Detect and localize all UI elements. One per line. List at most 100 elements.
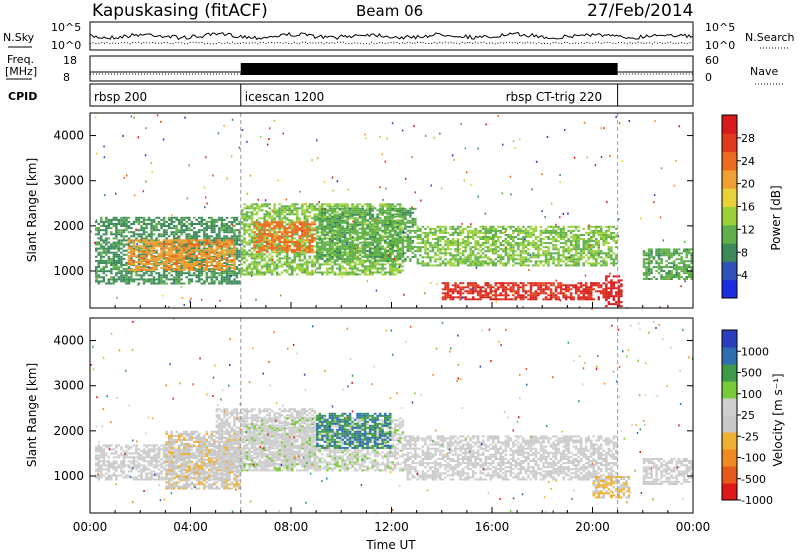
data-cell (386, 261, 389, 264)
data-cell (180, 220, 183, 223)
data-cell (195, 261, 198, 264)
data-cell (253, 249, 256, 252)
data-cell (205, 227, 209, 230)
data-cell (203, 259, 206, 262)
data-cell (361, 265, 364, 268)
data-cell (117, 218, 121, 221)
data-cell (363, 271, 367, 274)
data-cell (562, 227, 565, 230)
data-cell (193, 263, 196, 265)
data-cell (250, 241, 254, 244)
data-cell (554, 225, 558, 228)
data-cell (170, 257, 173, 260)
data-cell (165, 233, 168, 236)
data-cell (188, 247, 191, 250)
data-cell (278, 257, 281, 260)
data-cell (567, 240, 570, 243)
data-cell (547, 258, 550, 261)
data-cell (328, 223, 332, 226)
data-cell (286, 231, 289, 234)
data-cell (205, 257, 209, 260)
data-cell (336, 241, 339, 244)
data-cell (258, 209, 261, 212)
data-cell (569, 260, 573, 263)
data-cell (391, 203, 394, 206)
data-cell (547, 242, 550, 245)
data-cell (110, 278, 113, 281)
data-cell (200, 259, 204, 262)
data-cell (562, 246, 565, 249)
data-cell (504, 264, 508, 267)
data-cell (220, 249, 224, 252)
data-cell (160, 259, 163, 262)
data-cell (431, 231, 435, 234)
data-cell (145, 261, 148, 264)
data-cell (185, 237, 188, 240)
data-cell (439, 236, 442, 238)
data-cell (507, 248, 510, 251)
data-cell (459, 262, 462, 265)
data-cell (396, 243, 399, 246)
data-cell (230, 282, 234, 285)
data-cell (346, 239, 349, 242)
data-cell (210, 247, 214, 250)
data-cell (210, 282, 214, 285)
data-cell (328, 253, 332, 256)
data-cell (343, 243, 347, 246)
data-cell (105, 264, 108, 266)
data-cell (499, 262, 502, 265)
data-cell (326, 247, 329, 250)
data-cell (120, 218, 123, 221)
data-cell (220, 280, 224, 283)
data-cell (386, 223, 389, 226)
data-cell (376, 243, 379, 246)
data-cell (275, 231, 279, 234)
data-cell (361, 259, 364, 262)
data-cell (167, 243, 171, 246)
data-cell (283, 255, 286, 258)
data-cell (233, 237, 236, 240)
data-cell (273, 219, 276, 222)
data-cell (416, 227, 420, 230)
data-cell (444, 229, 447, 232)
data-cell (358, 231, 362, 234)
data-cell (419, 262, 422, 265)
data-cell (137, 257, 141, 260)
data-cell (270, 217, 274, 220)
data-cell (569, 256, 573, 259)
data-cell (147, 259, 151, 262)
data-cell (381, 221, 384, 224)
data-cell (150, 257, 153, 260)
data-cell (298, 269, 301, 272)
data-cell (188, 229, 191, 232)
data-cell (348, 249, 352, 252)
data-cell (373, 225, 377, 228)
data-cell (366, 255, 369, 258)
data-cell (381, 255, 384, 258)
data-cell (539, 238, 543, 240)
data-cell (280, 221, 284, 224)
data-cell (524, 227, 528, 230)
data-cell (223, 245, 226, 248)
data-cell (298, 250, 301, 253)
data-cell (243, 241, 246, 244)
data-cell (270, 209, 274, 212)
data-cell (215, 276, 219, 279)
data-cell (492, 242, 495, 245)
data-cell (454, 258, 457, 261)
data-cell (270, 248, 274, 251)
data-cell (454, 244, 457, 247)
data-cell (177, 261, 181, 264)
data-cell (361, 209, 364, 212)
data-cell (381, 263, 384, 266)
data-cell (248, 263, 251, 266)
data-cell (157, 220, 161, 223)
data-cell (160, 223, 163, 225)
data-cell (371, 261, 374, 264)
data-cell (376, 225, 379, 228)
data-cell (353, 253, 357, 256)
data-cell (461, 227, 465, 230)
data-cell (323, 209, 327, 212)
data-cell (484, 234, 487, 236)
data-cell (389, 211, 392, 214)
